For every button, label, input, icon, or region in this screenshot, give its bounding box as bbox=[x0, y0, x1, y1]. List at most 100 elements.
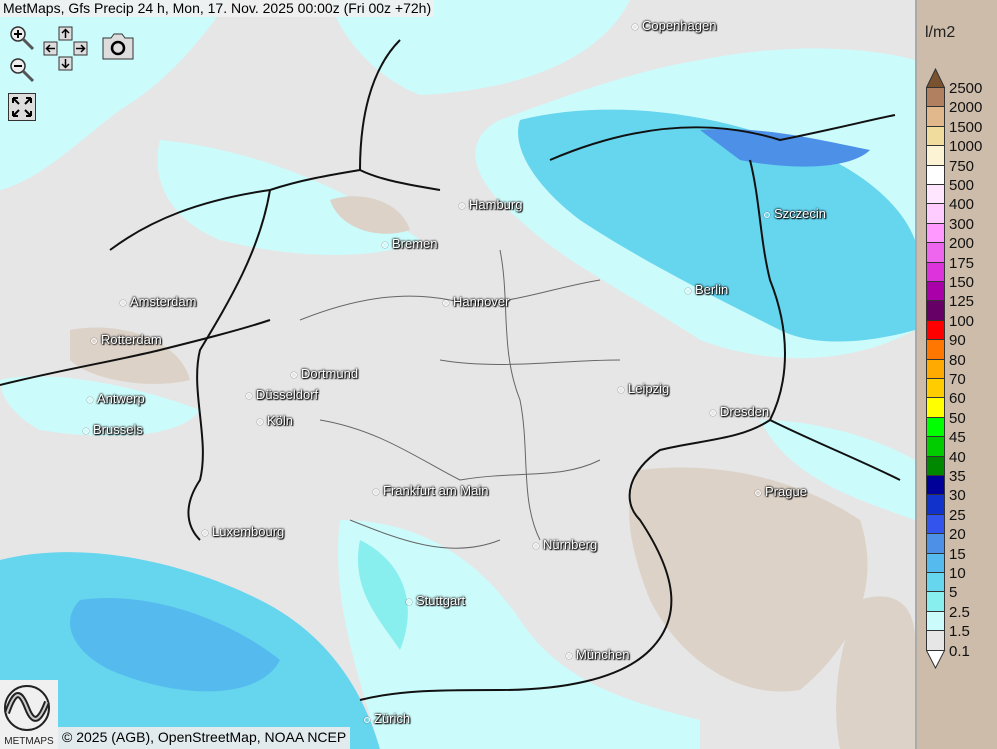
precipitation-map[interactable]: MetMaps, Gfs Precip 24 h, Mon, 17. Nov. … bbox=[0, 0, 915, 749]
legend-color-box bbox=[926, 203, 945, 224]
legend-label: 300 bbox=[949, 215, 975, 233]
legend-label: 2000 bbox=[949, 99, 983, 117]
city-dot-icon bbox=[443, 299, 449, 306]
city-label: Szczecin bbox=[764, 207, 826, 221]
city-dot-icon bbox=[533, 542, 539, 549]
city-dot-icon bbox=[257, 418, 263, 425]
legend-label: 5 bbox=[949, 584, 958, 602]
city-dot-icon bbox=[632, 23, 638, 30]
city-label: Leipzig bbox=[618, 382, 669, 396]
legend-label: 175 bbox=[949, 254, 975, 272]
city-label: München bbox=[566, 648, 629, 662]
legend-label: 1.5 bbox=[949, 623, 970, 641]
city-name: Brussels bbox=[93, 422, 143, 437]
city-label: Brussels bbox=[83, 423, 143, 437]
city-name: Dortmund bbox=[301, 366, 359, 381]
map-layer bbox=[0, 0, 915, 749]
city-dot-icon bbox=[710, 409, 716, 416]
legend-color-box bbox=[926, 630, 945, 651]
city-name: Szczecin bbox=[774, 206, 827, 221]
legend-color-box bbox=[926, 145, 945, 166]
city-label: Stuttgart bbox=[406, 594, 465, 608]
city-name: Amsterdam bbox=[130, 294, 197, 309]
city-dot-icon bbox=[459, 202, 465, 209]
city-name: Bremen bbox=[392, 236, 438, 251]
legend-unit: l/m2 bbox=[925, 24, 956, 41]
legend-label: 1000 bbox=[949, 138, 983, 156]
legend-color-box bbox=[926, 358, 945, 379]
legend-color-box bbox=[926, 494, 945, 515]
legend-label: 35 bbox=[949, 468, 966, 485]
city-label: Dortmund bbox=[291, 367, 358, 381]
city-dot-icon bbox=[566, 652, 572, 659]
city-dot-icon bbox=[120, 299, 126, 306]
legend-label: 15 bbox=[949, 545, 966, 563]
legend-label: 750 bbox=[949, 157, 975, 175]
city-name: Nürnberg bbox=[543, 537, 598, 552]
city-name: Düsseldorf bbox=[256, 387, 319, 402]
legend-label: 2.5 bbox=[949, 603, 970, 621]
city-name: Dresden bbox=[720, 404, 770, 419]
country-borders bbox=[0, 39, 901, 701]
legend-color-box bbox=[926, 436, 945, 457]
legend-label: 0.1 bbox=[949, 642, 970, 660]
city-dot-icon bbox=[373, 488, 379, 495]
camera-icon bbox=[102, 33, 134, 60]
legend-color-box bbox=[926, 125, 945, 147]
city-name: Stuttgart bbox=[416, 593, 466, 608]
city-dot-icon bbox=[406, 598, 412, 605]
legend-color-box bbox=[926, 222, 945, 244]
legend-color-box bbox=[926, 397, 945, 418]
city-label: Zürich bbox=[364, 712, 410, 726]
legend-color-box bbox=[926, 591, 945, 612]
city-dot-icon bbox=[87, 396, 93, 403]
legend-color-box bbox=[926, 378, 945, 399]
legend-color-box bbox=[926, 281, 945, 302]
legend-color-box bbox=[926, 513, 945, 535]
legend-color-box bbox=[926, 416, 945, 438]
city-label: Prague bbox=[755, 485, 807, 499]
legend-label: 60 bbox=[949, 390, 966, 408]
legend-label: 150 bbox=[949, 274, 975, 291]
legend-color-box bbox=[926, 610, 945, 632]
city-dot-icon bbox=[764, 211, 770, 218]
legend-label: 25 bbox=[949, 506, 966, 524]
city-dot-icon bbox=[291, 371, 297, 378]
city-label: Rotterdam bbox=[91, 333, 162, 347]
legend-color-box bbox=[926, 242, 945, 263]
legend-color-box bbox=[926, 261, 945, 282]
legend-color-box bbox=[926, 339, 945, 360]
legend-label: 125 bbox=[949, 293, 975, 311]
legend-label: 400 bbox=[949, 196, 975, 214]
legend-label: 70 bbox=[949, 371, 966, 388]
city-name: München bbox=[576, 647, 630, 662]
legend-label: 45 bbox=[949, 429, 966, 447]
svg-text:METMAPS: METMAPS bbox=[4, 736, 54, 747]
legend-color-box bbox=[926, 184, 945, 205]
legend-color-box bbox=[926, 319, 945, 341]
city-name: Prague bbox=[765, 484, 807, 499]
legend-label: 500 bbox=[949, 177, 975, 194]
city-dot-icon bbox=[685, 287, 691, 294]
city-label: Hamburg bbox=[459, 198, 522, 212]
city-label: Luxembourg bbox=[202, 525, 284, 539]
zoom-out-icon bbox=[10, 58, 35, 83]
legend-color-box bbox=[926, 164, 945, 185]
metmaps-logo: METMAPS bbox=[0, 680, 58, 749]
legend-bottom-arrow bbox=[926, 650, 946, 670]
city-dot-icon bbox=[83, 427, 89, 434]
city-dot-icon bbox=[755, 489, 761, 496]
city-name: Rotterdam bbox=[101, 332, 162, 347]
legend-label: 50 bbox=[949, 409, 966, 427]
city-name: Köln bbox=[267, 413, 294, 428]
city-label: Dresden bbox=[710, 405, 769, 419]
city-dot-icon bbox=[364, 716, 370, 723]
city-label: Amsterdam bbox=[120, 295, 196, 309]
legend-label: 2500 bbox=[949, 80, 983, 97]
legend-color-box bbox=[926, 106, 945, 127]
city-label: Antwerp bbox=[87, 392, 145, 406]
legend-label: 1500 bbox=[949, 118, 983, 136]
city-name: Zürich bbox=[374, 711, 411, 726]
legend-label: 200 bbox=[949, 235, 975, 253]
copyright-text: © 2025 (AGB), OpenStreetMap, NOAA NCEP bbox=[58, 727, 351, 749]
